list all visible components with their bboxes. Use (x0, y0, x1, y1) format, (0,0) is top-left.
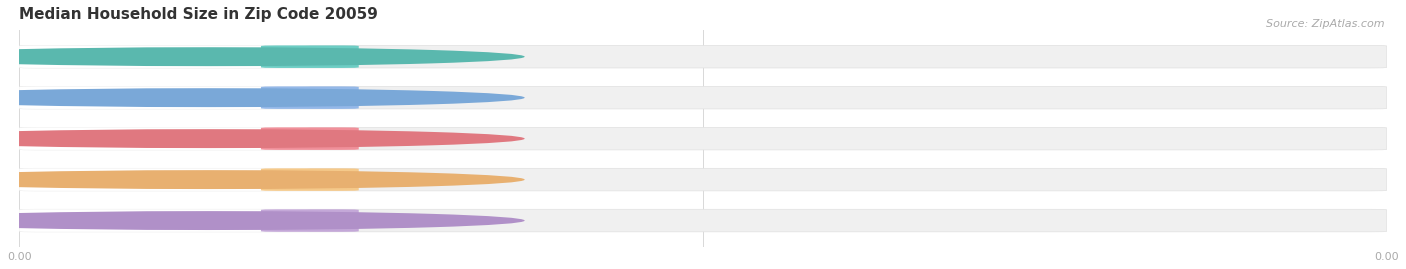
Text: 0.00: 0.00 (297, 134, 323, 144)
FancyBboxPatch shape (20, 45, 309, 68)
FancyBboxPatch shape (20, 168, 309, 191)
Text: Non-family: Non-family (128, 175, 188, 185)
Text: Median Household Size in Zip Code 20059: Median Household Size in Zip Code 20059 (20, 7, 378, 22)
FancyBboxPatch shape (20, 86, 1386, 109)
FancyBboxPatch shape (20, 86, 309, 109)
Circle shape (0, 88, 524, 107)
FancyBboxPatch shape (20, 209, 309, 232)
Text: 0.00: 0.00 (297, 93, 323, 103)
Text: 0.00: 0.00 (297, 52, 323, 62)
Text: Single Male/Father: Single Male/Father (107, 93, 209, 103)
FancyBboxPatch shape (20, 127, 309, 150)
FancyBboxPatch shape (20, 168, 1386, 191)
FancyBboxPatch shape (262, 45, 359, 68)
Circle shape (0, 211, 524, 230)
FancyBboxPatch shape (262, 86, 359, 109)
Circle shape (0, 47, 524, 66)
Text: Source: ZipAtlas.com: Source: ZipAtlas.com (1267, 19, 1385, 29)
FancyBboxPatch shape (262, 209, 359, 232)
Circle shape (0, 170, 524, 189)
FancyBboxPatch shape (262, 168, 359, 191)
Circle shape (0, 129, 524, 148)
Text: 0.00: 0.00 (297, 175, 323, 185)
FancyBboxPatch shape (20, 127, 1386, 150)
Text: Total Households: Total Households (111, 215, 205, 226)
Text: Married-Couple: Married-Couple (115, 52, 201, 62)
FancyBboxPatch shape (262, 127, 359, 150)
FancyBboxPatch shape (20, 209, 1386, 232)
Text: 0.00: 0.00 (297, 215, 323, 226)
Text: Single Female/Mother: Single Female/Mother (97, 134, 219, 144)
FancyBboxPatch shape (20, 45, 1386, 68)
